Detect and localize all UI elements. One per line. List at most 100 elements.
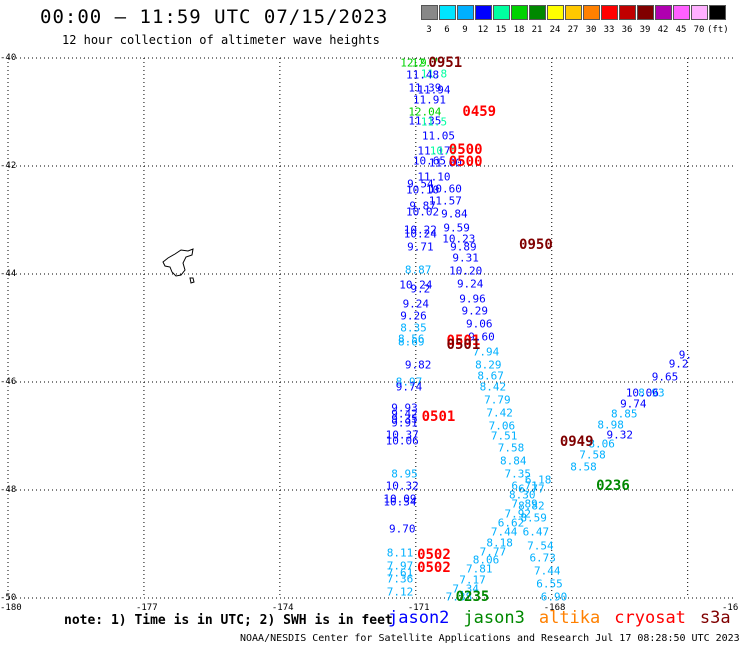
scale-label: 9 xyxy=(462,25,468,35)
latitude-label: -44 xyxy=(0,269,17,279)
wave-height-point: 8.98 xyxy=(597,418,624,432)
wave-height-point: 9.54 xyxy=(407,177,434,191)
wave-height-point: 10.06 xyxy=(385,434,419,448)
scale-swatch xyxy=(691,5,708,20)
pass-time-label: 0235 xyxy=(455,588,490,605)
wave-height-point: 11.8 xyxy=(420,67,448,81)
wave-height-point: 6.73 xyxy=(529,551,556,565)
legend-entry: s3a xyxy=(699,608,731,628)
wave-height-point: 10.02 xyxy=(406,205,440,219)
wave-height-point: 10.0 xyxy=(429,144,457,158)
wave-height-point: 9.59 xyxy=(443,221,470,235)
legend-entry: jason2 xyxy=(388,608,450,628)
wave-height-point: 8.18 xyxy=(486,536,513,550)
wave-height-point: 8.69 xyxy=(398,335,425,349)
scale-swatch xyxy=(493,5,510,20)
pass-time-label: 0501 xyxy=(421,409,456,426)
wave-height-point: 8.29 xyxy=(475,358,502,372)
pass-time-label: 0501 xyxy=(446,337,481,354)
scale-swatch xyxy=(547,5,564,20)
wave-height-point: 11.35 xyxy=(408,114,442,128)
wave-height-point: 8.82 xyxy=(518,499,545,513)
graticule xyxy=(7,57,733,599)
scale-label: 21 xyxy=(531,25,543,35)
wave-height-point: 9.2 xyxy=(410,282,431,296)
wave-height-point: 6.55 xyxy=(536,577,563,591)
wave-height-point: 8.59 xyxy=(520,511,547,525)
wave-height-point: 8.84 xyxy=(499,454,527,468)
pass-time-label: 0949 xyxy=(559,434,594,451)
wave-height-point: 10.65 xyxy=(412,154,446,168)
scale-label: 12 xyxy=(477,25,489,35)
wave-height-point: 7.17 xyxy=(459,573,486,587)
legend-entry: jason3 xyxy=(463,608,525,628)
wave-height-point: 9.89 xyxy=(450,240,477,254)
wave-height-point: 10.34 xyxy=(383,495,417,509)
wave-height-point: 8.56 xyxy=(398,332,425,346)
wave-height-point: 7.44 xyxy=(533,564,561,578)
wave-height-point: 9.32 xyxy=(606,428,633,442)
scale-swatch xyxy=(637,5,654,20)
scale-swatch xyxy=(601,5,618,20)
wave-height-point: 10.24 xyxy=(403,227,437,241)
scale-label: 39 xyxy=(639,25,651,35)
wave-height-point: 11.94 xyxy=(417,83,451,97)
pass-time-label: 0500 xyxy=(448,141,483,158)
latitude-label: -40 xyxy=(0,53,17,63)
scale-swatch xyxy=(529,5,546,20)
wave-height-point: 9. xyxy=(678,348,693,362)
scale-label: 45 xyxy=(675,25,687,35)
scale-swatch xyxy=(421,5,438,20)
footer-note: note: 1) Time is in UTC; 2) SWH is in fe… xyxy=(64,613,393,628)
wave-height-point: 8.30 xyxy=(509,488,536,502)
wave-height-point: 11.10 xyxy=(417,170,451,184)
wave-height-point: 8.35 xyxy=(400,321,427,335)
latitude-label: -48 xyxy=(0,485,17,495)
wave-height-point: 12.7 xyxy=(411,56,439,70)
wave-height-point: 12.04 xyxy=(408,105,442,119)
wave-height-point: 7.34 xyxy=(452,582,479,596)
wave-height-point: 7.36 xyxy=(386,572,414,586)
wave-height-point: 8.06 xyxy=(588,437,615,451)
wave-height-point: 7.89 xyxy=(511,497,538,511)
scale-swatch xyxy=(565,5,582,20)
scale-swatch xyxy=(511,5,528,20)
scale-swatch xyxy=(457,5,474,20)
scale-label: (ft) xyxy=(707,25,729,35)
wave-height-point: 11.39 xyxy=(408,81,442,95)
scale-label: 33 xyxy=(603,25,615,35)
satellite-legend: jason2 jason3 altika cryosat s3a xyxy=(388,608,740,628)
wave-height-point: 8.06 xyxy=(472,553,500,567)
wave-height-point: 10.20 xyxy=(449,264,483,278)
longitude-label: -180 xyxy=(0,603,22,613)
wave-height-point: 8.87 xyxy=(404,263,432,277)
wave-height-point: 9.91 xyxy=(391,416,418,430)
wave-height-point: 8.67 xyxy=(477,369,504,383)
longitude-label: -174 xyxy=(271,603,294,613)
wave-height-point: 7.92 xyxy=(504,507,532,521)
wave-height-point: 7.44 xyxy=(490,525,518,539)
scale-label: 18 xyxy=(513,25,525,35)
wave-height-point: 7.94 xyxy=(472,345,500,359)
wave-height-point: 10.37 xyxy=(385,428,419,442)
wave-height-point: 9.35 xyxy=(391,412,418,426)
wave-height-point: 7.12 xyxy=(386,585,414,599)
wave-height-point: 11.5 xyxy=(420,115,448,129)
wave-height-point: 9.74 xyxy=(620,397,647,411)
wave-height-point: 7.79 xyxy=(484,393,511,407)
wave-height-point: 7.81 xyxy=(466,562,493,576)
scale-swatch xyxy=(709,5,726,20)
wave-height-point: 7.61 xyxy=(386,566,414,580)
wave-height-point: 6.90 xyxy=(540,590,568,604)
wave-height-point: 10.60 xyxy=(428,182,462,196)
wave-height-point: 10.23 xyxy=(442,232,476,246)
page-subtitle: 12 hour collection of altimeter wave hei… xyxy=(62,33,380,47)
wave-height-point: 9.06 xyxy=(466,317,493,331)
wave-height-point: 8.58 xyxy=(570,460,597,474)
scale-swatch xyxy=(655,5,672,20)
pass-time-label: 0950 xyxy=(519,236,553,253)
scale-label: 24 xyxy=(549,25,561,35)
wave-height-point: 9.82 xyxy=(404,358,432,372)
wave-height-point: 9.84 xyxy=(441,207,468,221)
